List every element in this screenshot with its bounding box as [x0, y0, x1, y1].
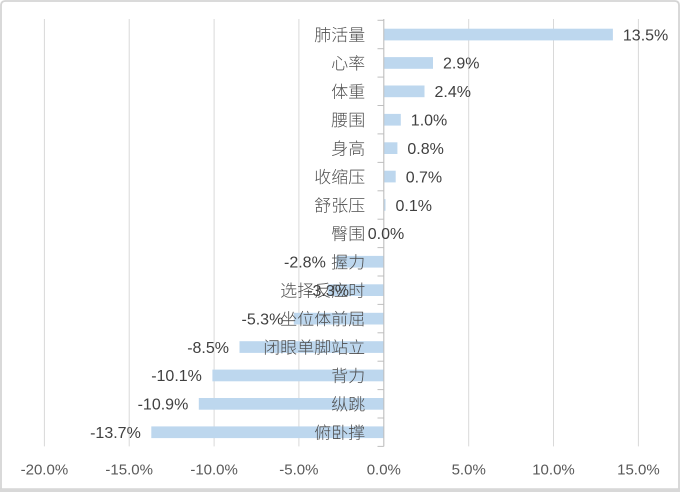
- svg-text:2.9%: 2.9%: [443, 56, 479, 73]
- svg-text:-10.1%: -10.1%: [151, 368, 202, 385]
- svg-text:1.0%: 1.0%: [411, 113, 447, 130]
- svg-text:0.0%: 0.0%: [368, 226, 404, 243]
- svg-text:0.1%: 0.1%: [396, 198, 432, 215]
- svg-text:-20.0%: -20.0%: [21, 461, 69, 478]
- svg-text:2.4%: 2.4%: [435, 84, 471, 101]
- svg-text:10.0%: 10.0%: [532, 461, 575, 478]
- svg-text:-5.3%: -5.3%: [242, 311, 284, 328]
- svg-text:-8.5%: -8.5%: [187, 340, 229, 357]
- svg-text:0.0%: 0.0%: [367, 461, 401, 478]
- svg-text:-10.0%: -10.0%: [190, 461, 238, 478]
- svg-text:13.5%: 13.5%: [623, 27, 668, 44]
- svg-text:0.7%: 0.7%: [406, 169, 442, 186]
- svg-text:-10.9%: -10.9%: [138, 397, 189, 414]
- svg-text:15.0%: 15.0%: [617, 461, 660, 478]
- svg-text:-15.0%: -15.0%: [105, 461, 153, 478]
- svg-text:-13.7%: -13.7%: [90, 425, 141, 442]
- svg-text:-2.8%: -2.8%: [284, 255, 326, 272]
- svg-text:-5.0%: -5.0%: [279, 461, 318, 478]
- svg-text:0.8%: 0.8%: [407, 141, 443, 158]
- svg-text:-3.3%: -3.3%: [307, 283, 349, 300]
- svg-text:5.0%: 5.0%: [452, 461, 486, 478]
